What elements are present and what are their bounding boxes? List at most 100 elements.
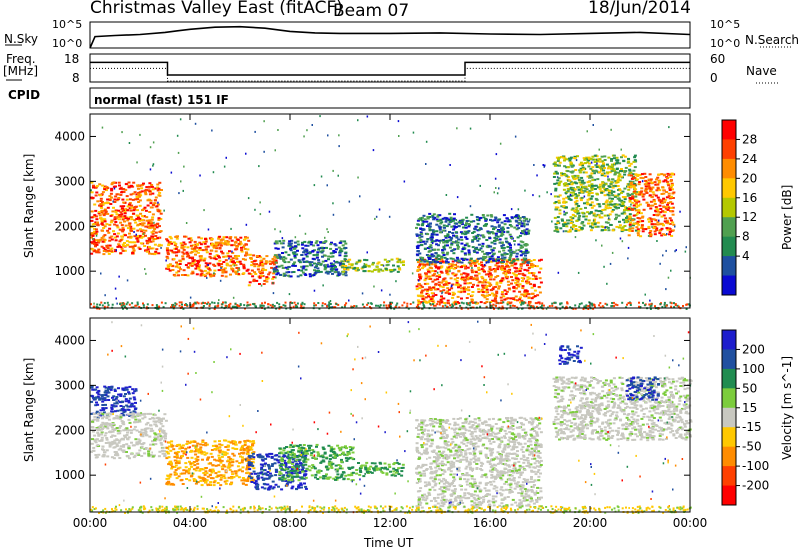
data-cell [174, 247, 178, 250]
data-cell [655, 229, 659, 232]
data-cell [571, 191, 575, 194]
data-cell [640, 190, 644, 193]
data-cell [243, 258, 247, 261]
data-cell [245, 152, 247, 155]
data-cell [569, 186, 573, 189]
data-cell [671, 229, 675, 232]
data-cell [289, 301, 292, 304]
data-cell [134, 388, 138, 391]
data-cell [171, 304, 174, 307]
data-cell [91, 395, 95, 398]
data-cell [594, 225, 598, 228]
data-cell [137, 193, 141, 196]
data-cell [581, 162, 585, 165]
data-cell [445, 270, 449, 273]
data-cell [223, 267, 227, 270]
data-cell [96, 418, 100, 421]
data-cell [488, 272, 492, 275]
data-cell [113, 250, 117, 253]
data-cell [566, 170, 570, 173]
data-cell [664, 305, 667, 308]
data-cell [118, 218, 121, 221]
data-cell [450, 239, 452, 242]
data-cell [467, 230, 471, 233]
data-cell [250, 261, 254, 263]
data-cell [662, 197, 666, 200]
data-cell [668, 217, 672, 220]
data-cell [539, 258, 543, 261]
data-cell [342, 270, 346, 273]
data-cell [502, 214, 506, 217]
data-cell [100, 220, 104, 223]
data-cell [435, 239, 439, 242]
data-cell [249, 273, 253, 275]
data-cell [479, 216, 483, 219]
data-cell [476, 284, 480, 287]
data-cell [477, 237, 481, 240]
data-cell [208, 255, 212, 258]
data-cell [417, 266, 420, 269]
data-cell [431, 216, 435, 219]
data-cell [118, 240, 122, 243]
data-cell [588, 157, 592, 160]
data-cell [95, 230, 99, 233]
data-cell [476, 218, 479, 221]
data-cell [106, 395, 110, 398]
data-cell [523, 229, 527, 232]
data-cell [437, 225, 441, 228]
data-cell [531, 292, 535, 295]
data-cell [498, 238, 502, 241]
data-cell [163, 439, 167, 442]
data-cell [90, 189, 92, 192]
data-cell [100, 436, 104, 439]
data-cell [136, 214, 140, 217]
data-cell [483, 296, 487, 299]
data-cell [241, 258, 245, 261]
data-cell [136, 229, 140, 232]
data-cell [198, 259, 202, 262]
data-cell [490, 231, 494, 234]
data-cell [662, 180, 666, 183]
data-cell [627, 257, 629, 260]
data-cell [106, 247, 110, 250]
data-cell [450, 218, 454, 221]
data-cell [648, 194, 652, 197]
data-cell [431, 214, 435, 217]
data-cell [615, 225, 619, 228]
data-cell [211, 129, 213, 132]
data-cell [279, 230, 282, 233]
data-cell [489, 301, 493, 303]
data-cell [456, 245, 460, 248]
data-cell [603, 208, 607, 211]
data-cell [508, 257, 512, 259]
data-cell [105, 449, 109, 452]
data-cell [623, 209, 626, 212]
data-cell [237, 270, 239, 273]
nave-tick-bottom: 0 [710, 71, 718, 85]
data-cell [454, 301, 457, 304]
data-cell [114, 287, 117, 290]
data-cell [129, 405, 132, 408]
data-cell [193, 247, 196, 250]
data-cell [114, 221, 118, 223]
data-cell [204, 302, 207, 305]
data-cell [588, 176, 591, 179]
data-cell [166, 249, 170, 252]
data-cell [570, 208, 574, 211]
data-cell [228, 250, 231, 253]
data-cell [192, 244, 196, 247]
data-cell [440, 256, 443, 259]
data-cell [606, 172, 610, 175]
data-cell [514, 287, 518, 290]
data-cell [646, 204, 650, 207]
data-cell [598, 148, 600, 151]
data-cell [329, 303, 332, 305]
data-cell [461, 278, 465, 280]
data-cell [167, 267, 171, 270]
data-cell [423, 279, 427, 282]
data-cell [124, 208, 128, 211]
data-cell [329, 262, 333, 265]
data-cell [120, 191, 124, 194]
data-cell [150, 218, 154, 221]
data-cell [466, 303, 469, 306]
